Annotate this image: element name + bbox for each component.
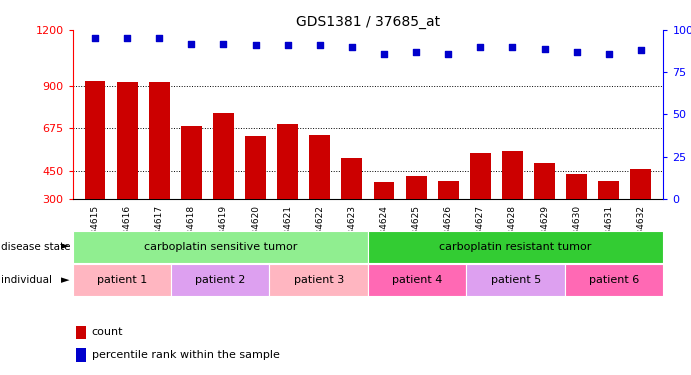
Point xyxy=(186,40,197,46)
Text: individual: individual xyxy=(1,275,53,285)
Point xyxy=(539,46,550,52)
Bar xyxy=(598,181,619,199)
Bar xyxy=(73,231,368,262)
Text: count: count xyxy=(91,327,123,338)
Text: ►: ► xyxy=(61,275,69,285)
Bar xyxy=(534,163,555,199)
Bar xyxy=(277,124,298,199)
Bar xyxy=(269,264,368,296)
Text: ►: ► xyxy=(61,242,69,252)
Point xyxy=(122,36,133,42)
Bar xyxy=(406,176,426,199)
Bar xyxy=(374,182,395,199)
Point xyxy=(153,36,164,42)
Bar xyxy=(76,326,86,339)
Bar xyxy=(438,181,459,199)
Bar xyxy=(368,264,466,296)
Bar xyxy=(630,169,652,199)
Bar xyxy=(470,153,491,199)
Point xyxy=(250,42,261,48)
Point xyxy=(571,49,583,55)
Text: patient 1: patient 1 xyxy=(97,275,147,285)
Bar xyxy=(565,264,663,296)
Bar xyxy=(368,231,663,262)
Text: patient 4: patient 4 xyxy=(392,275,442,285)
Bar xyxy=(76,348,86,361)
Bar xyxy=(466,264,565,296)
Bar xyxy=(213,112,234,199)
Point xyxy=(603,51,614,57)
Bar xyxy=(181,126,202,199)
Text: disease state: disease state xyxy=(1,242,71,252)
Point xyxy=(314,42,325,48)
Text: patient 5: patient 5 xyxy=(491,275,541,285)
Text: patient 6: patient 6 xyxy=(589,275,639,285)
Point xyxy=(443,51,454,57)
Point xyxy=(507,44,518,50)
Bar xyxy=(566,174,587,199)
Bar xyxy=(149,82,170,199)
Text: patient 3: patient 3 xyxy=(294,275,344,285)
Bar xyxy=(245,136,266,199)
Point xyxy=(635,47,646,53)
Text: percentile rank within the sample: percentile rank within the sample xyxy=(91,350,279,360)
Point xyxy=(90,36,101,42)
Point xyxy=(475,44,486,50)
Point xyxy=(282,42,293,48)
Title: GDS1381 / 37685_at: GDS1381 / 37685_at xyxy=(296,15,440,29)
Text: carboplatin resistant tumor: carboplatin resistant tumor xyxy=(439,242,592,252)
Bar xyxy=(310,135,330,199)
Point xyxy=(379,51,390,57)
Bar xyxy=(84,81,106,199)
Text: patient 2: patient 2 xyxy=(195,275,245,285)
Point xyxy=(346,44,357,50)
Point xyxy=(218,40,229,46)
Bar xyxy=(73,264,171,296)
Bar xyxy=(502,151,523,199)
Bar xyxy=(171,264,269,296)
Point xyxy=(410,49,422,55)
Bar xyxy=(341,158,362,199)
Text: carboplatin sensitive tumor: carboplatin sensitive tumor xyxy=(144,242,297,252)
Bar xyxy=(117,82,138,199)
